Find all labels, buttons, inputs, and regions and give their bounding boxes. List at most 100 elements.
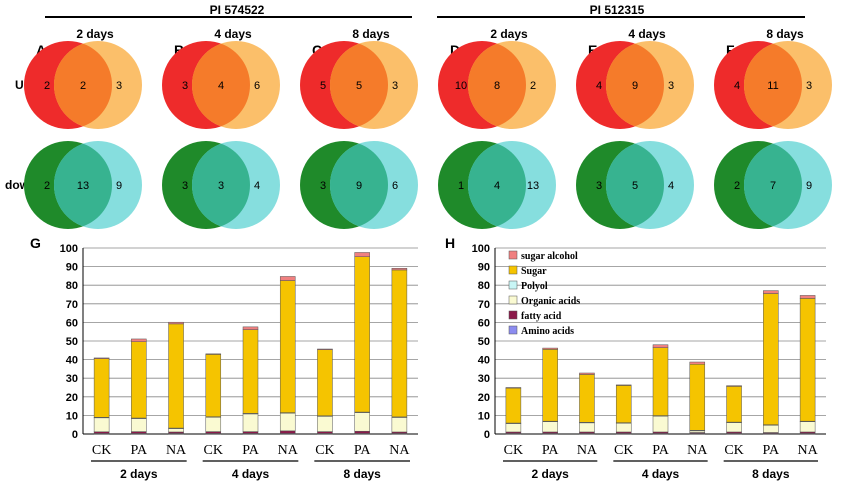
- venn-e-up-count-only-left: 4: [596, 80, 602, 92]
- venn-a-down-count-only-right: 9: [116, 180, 122, 192]
- venn-d-down-count-only-left: 1: [458, 180, 464, 192]
- venn-c-day-label: 8 days: [352, 27, 390, 41]
- venn-f-day-label: 8 days: [766, 27, 804, 41]
- panel-h-category-8: PA: [763, 443, 781, 458]
- panel-g-ytick-40: 40: [66, 355, 78, 367]
- venn-a-up-count-only-right: 3: [116, 80, 122, 92]
- panel-h-bar-8-sugar: [763, 293, 779, 425]
- venn-b-up-overlap: [192, 43, 251, 127]
- panel-h-bar-4-sugar-alcohol: [615, 384, 632, 386]
- panel-h-bar-1-organic-acids: [505, 423, 522, 433]
- panel-g-bar-1-organic-acids: [93, 417, 110, 433]
- panel-h-category-4: CK: [614, 443, 633, 458]
- panel-g-bar-6-organic-acids: [279, 412, 296, 432]
- panel-h-ytick-40: 40: [478, 355, 490, 367]
- panel-h-bar-2-organic-acids: [542, 421, 558, 433]
- venn-e-down-count-only-left: 3: [596, 180, 602, 192]
- panel-g-bar-2-sugar: [131, 341, 147, 419]
- panel-h-category-7: CK: [724, 443, 743, 458]
- panel-g-bar-8-sugar-alcohol: [354, 252, 370, 257]
- panel-g-bar-7-fatty-acid: [317, 431, 333, 434]
- panel-g-bar-5-fatty-acid: [242, 431, 259, 434]
- venn-c-down-count-shared: 9: [356, 180, 362, 192]
- venn-b-up-count-only-right: 6: [254, 80, 260, 92]
- panel-g-category-3: NA: [166, 443, 187, 458]
- panel-h-category-1: CK: [504, 443, 523, 458]
- panel-g-bar-2-sugar-alcohol: [131, 338, 147, 342]
- venn-a-letter: A: [36, 42, 46, 58]
- venn-a-up-count-only-left: 2: [44, 80, 50, 92]
- panel-g-bar-6-sugar: [279, 280, 296, 413]
- venn-c-up-count-only-left: 5: [320, 80, 326, 92]
- panel-g-bar-7-sugar: [317, 349, 333, 417]
- venn-e-letter: E: [588, 42, 597, 58]
- legend-swatch-organic-acids: [508, 295, 518, 305]
- venn-b-up-count-shared: 4: [218, 80, 224, 92]
- panel-g-category-6: NA: [278, 443, 299, 458]
- venn-a-up-count-shared: 2: [80, 80, 86, 92]
- panel-h-bar-7-organic-acids: [726, 422, 742, 433]
- panel-h-bar-8-sugar-alcohol: [763, 290, 779, 294]
- panel-h-bar-2-sugar-alcohol: [542, 347, 558, 350]
- venn-b-down-overlap: [192, 143, 251, 227]
- panel-g-bar-5-sugar-alcohol: [242, 326, 259, 330]
- venn-a-down-overlap: [53, 143, 113, 227]
- venn-c-up-count-only-right: 3: [392, 80, 398, 92]
- panel-g-bar-3-sugar: [168, 323, 184, 429]
- panel-h-group-label-1: 2 days: [531, 467, 569, 481]
- venn-f-up-count-only-left: 4: [734, 80, 740, 92]
- panel-h-bar-8-organic-acids: [763, 425, 779, 433]
- panel-h-category-6: NA: [687, 443, 708, 458]
- panel-g-bar-4-organic-acids: [205, 417, 222, 432]
- panel-h-ytick-30: 30: [478, 373, 490, 385]
- venn-a-day-label: 2 days: [76, 27, 114, 41]
- panel-h-category-2: PA: [542, 443, 560, 458]
- panel-g-ytick-70: 70: [66, 299, 78, 311]
- legend-label-sugar-alcohol: sugar alcohol: [521, 251, 578, 262]
- panel-g-bar-4-sugar: [205, 354, 222, 417]
- venn-a-up-overlap: [54, 43, 113, 127]
- panel-g-group-label-2: 4 days: [232, 467, 270, 481]
- legend-label-fatty-acid: fatty acid: [521, 311, 562, 322]
- panel-h-category-3: NA: [577, 443, 598, 458]
- panel-h-category-5: PA: [652, 443, 670, 458]
- panel-h-bar-5-sugar: [652, 347, 669, 416]
- venn-f-down-count-only-left: 2: [734, 180, 740, 192]
- venn-c-up-overlap: [330, 43, 388, 127]
- venn-b-down-count-only-left: 3: [182, 180, 188, 192]
- panel-h-bar-2-sugar: [542, 349, 558, 422]
- panel-g-ytick-100: 100: [60, 243, 78, 255]
- venn-f-down-overlap: [743, 143, 803, 227]
- chart-panel-g: G 0 10 20 30 40 50 60 70 80 90 100 CK PA NA CK PA NA CK PA N…: [30, 235, 418, 481]
- panel-h-bar-5-sugar-alcohol: [652, 344, 669, 348]
- venn-e-down-count-shared: 5: [632, 180, 638, 192]
- venn-e-down-count-only-right: 4: [668, 180, 674, 192]
- venn-d-day-label: 2 days: [490, 27, 528, 41]
- legend-swatch-amino-acids: [508, 325, 518, 335]
- panel-h-bar-6-organic-acids: [689, 430, 706, 433]
- panel-h-bar-3-sugar-alcohol: [579, 372, 595, 375]
- panel-g-bar-6-sugar-alcohol: [279, 276, 296, 281]
- venn-b-up-count-only-left: 3: [182, 80, 188, 92]
- legend-label-amino-acids: Amino acids: [521, 326, 574, 337]
- panel-h-bar-9-sugar: [799, 298, 816, 422]
- venn-a-down-count-only-left: 2: [44, 180, 50, 192]
- panel-h-ytick-80: 80: [478, 280, 490, 292]
- panel-g-bar-3-organic-acids: [168, 428, 184, 433]
- venn-c-letter: C: [312, 42, 322, 58]
- panel-g-bar-9-sugar-alcohol: [391, 268, 408, 271]
- panel-g-bar-4-sugar-alcohol: [205, 353, 222, 355]
- panel-h-ytick-60: 60: [478, 317, 490, 329]
- venn-d-down-count-shared: 4: [494, 180, 500, 192]
- venn-d-up-count-shared: 8: [494, 80, 500, 92]
- panel-g-category-5: PA: [242, 443, 260, 458]
- panel-g-bar-4-fatty-acid: [205, 431, 222, 434]
- venn-d-down-overlap: [468, 143, 526, 227]
- panel-h-bar-1-sugar-alcohol: [505, 387, 522, 389]
- panel-h-bar-9-sugar-alcohol: [799, 295, 816, 299]
- panel-g-bar-8-organic-acids: [354, 412, 370, 432]
- panel-h-ytick-100: 100: [472, 243, 490, 255]
- legend-swatch-sugar-alcohol: [508, 250, 518, 260]
- panel-h-letter: H: [445, 235, 455, 251]
